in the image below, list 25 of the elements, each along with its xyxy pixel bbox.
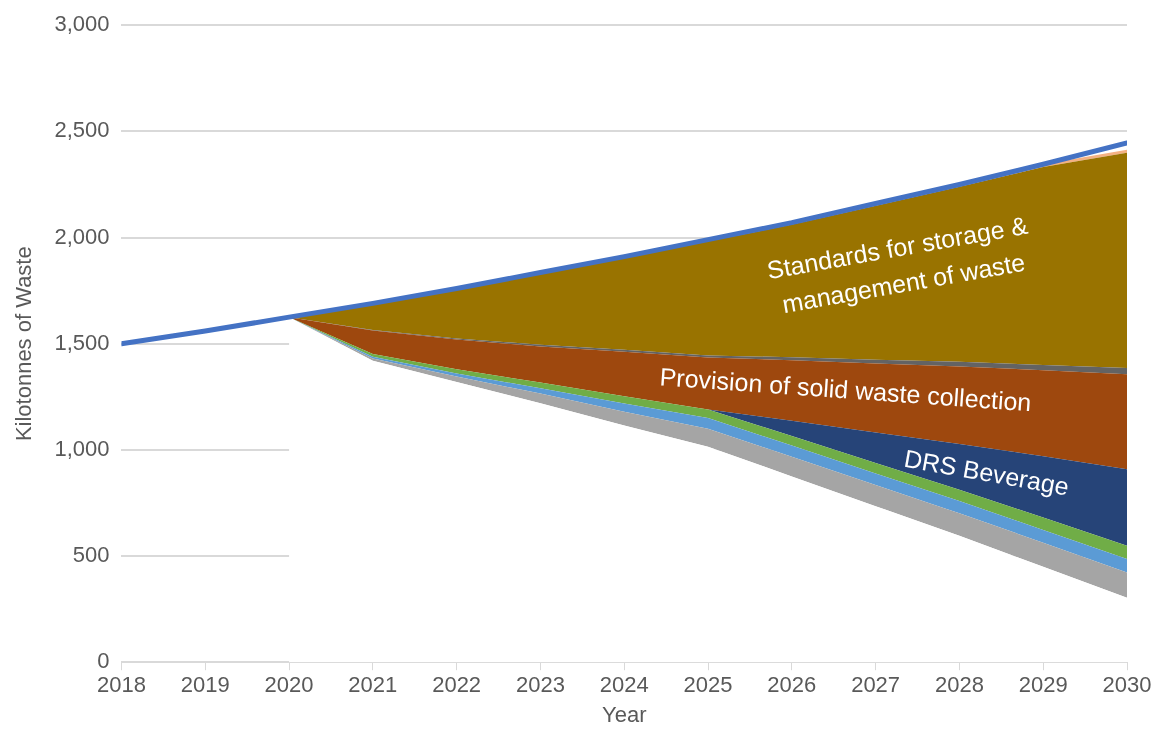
x-tick-label: 2024: [599, 672, 649, 698]
x-tick-label: 2029: [1018, 672, 1068, 698]
x-tick-label: 2027: [851, 672, 901, 698]
x-tick-label: 2026: [767, 672, 817, 698]
x-tick-label: 2023: [515, 672, 565, 698]
x-tick-label: 2021: [348, 672, 398, 698]
annotation: Standards for storage & management of waste: [764, 210, 1031, 319]
y-tick-label: 0: [97, 648, 110, 674]
y-tick-label: 3,000: [54, 11, 110, 37]
y-tick-label: 2,500: [54, 117, 110, 143]
x-tick-label: 2019: [180, 672, 230, 698]
annotation: Provision of solid waste collection: [658, 362, 1033, 417]
y-axis-title: Kilotonnes of Waste: [11, 246, 37, 442]
x-tick-label: 2025: [683, 672, 733, 698]
y-tick-label: 1,000: [54, 435, 110, 461]
x-tick-label: 2030: [1102, 672, 1152, 698]
x-tick-label: 2028: [934, 672, 984, 698]
y-tick-label: 1,500: [54, 329, 110, 355]
y-tick-label: 500: [72, 542, 110, 568]
x-tick-label: 2020: [264, 672, 314, 698]
x-axis-title: Year: [602, 701, 647, 727]
y-tick-label: 2,000: [54, 223, 110, 249]
x-tick-label: 2022: [432, 672, 482, 698]
annotation: DRS Beverage: [902, 443, 1072, 501]
x-tick-label: 2018: [96, 672, 146, 698]
